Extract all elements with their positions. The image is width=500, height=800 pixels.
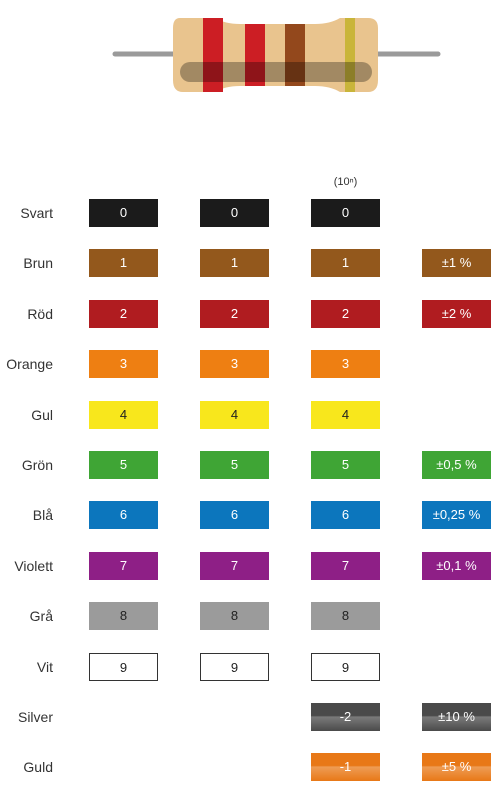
- multiplier-note: (10ⁿ): [333, 176, 358, 188]
- digit-cell: 9: [200, 652, 269, 681]
- color-name: Silver: [17, 709, 53, 725]
- multiplier-cell: -2: [311, 703, 380, 731]
- color-name: Guld: [23, 759, 53, 776]
- digit-cell: 0: [200, 199, 269, 227]
- digit-cell: 8: [200, 602, 269, 631]
- tolerance-cell: ±0,1 %: [422, 551, 491, 580]
- color-name: Blå: [32, 507, 53, 524]
- digit-cell: 2: [89, 299, 158, 328]
- multiplier-cell: 0: [311, 199, 380, 227]
- digit-cell: 3: [200, 350, 269, 379]
- resistor-illustration: [112, 18, 441, 92]
- color-name: Brun: [23, 255, 53, 272]
- tolerance-cell: ±5 %: [422, 753, 491, 782]
- tolerance-cell: ±0,5 %: [422, 451, 491, 479]
- digit-cell: 1: [89, 249, 158, 278]
- tolerance-cell: ±1 %: [422, 249, 491, 278]
- multiplier-cell: 5: [311, 451, 380, 479]
- multiplier-cell: -1: [311, 753, 380, 782]
- color-name: Gul: [31, 406, 53, 423]
- digit-cell: 1: [200, 249, 269, 278]
- digit-cell: 4: [89, 400, 158, 429]
- color-name: Grön: [21, 457, 53, 473]
- color-name: Vit: [36, 658, 53, 675]
- color-name: Svart: [20, 205, 53, 221]
- tolerance-cell: ±0,25 %: [422, 501, 491, 530]
- multiplier-cell: 7: [311, 551, 380, 580]
- multiplier-cell: 8: [311, 602, 380, 631]
- color-name: Violett: [14, 557, 53, 574]
- digit-cell: 5: [200, 451, 269, 479]
- multiplier-cell: 3: [311, 350, 380, 379]
- color-name: Röd: [27, 305, 53, 322]
- multiplier-cell: 6: [311, 501, 380, 530]
- digit-cell: 7: [200, 551, 269, 580]
- digit-cell: 3: [89, 350, 158, 379]
- digit-cell: 5: [89, 451, 158, 479]
- tolerance-cell: ±10 %: [422, 703, 491, 731]
- color-name: Orange: [6, 356, 53, 373]
- digit-cell: 6: [89, 501, 158, 530]
- tolerance-cell: ±2 %: [422, 299, 491, 328]
- digit-cell: 9: [89, 652, 158, 681]
- color-name: Grå: [29, 608, 53, 625]
- digit-cell: 0: [89, 199, 158, 227]
- multiplier-cell: 1: [311, 249, 380, 278]
- digit-cell: 4: [200, 400, 269, 429]
- digit-cell: 8: [89, 602, 158, 631]
- multiplier-cell: 2: [311, 299, 380, 328]
- digit-cell: 2: [200, 299, 269, 328]
- multiplier-cell: 4: [311, 400, 380, 429]
- digit-cell: 6: [200, 501, 269, 530]
- digit-cell: 7: [89, 551, 158, 580]
- multiplier-cell: 9: [311, 652, 380, 681]
